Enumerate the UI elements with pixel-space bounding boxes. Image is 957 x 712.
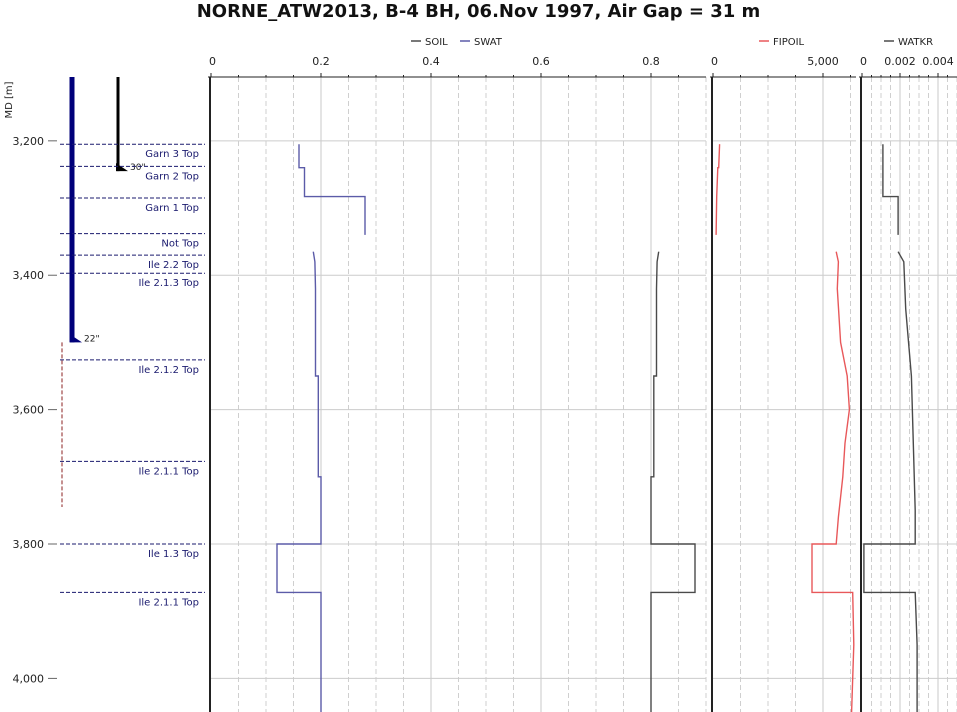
x-tick-label: 0.4 bbox=[422, 55, 440, 68]
depth-axis-label: MD [m] bbox=[4, 81, 15, 118]
casing-size-label: 30" bbox=[130, 163, 146, 173]
x-tick-label: 0 bbox=[711, 55, 718, 68]
depth-tick-label: 3,400 bbox=[13, 269, 45, 282]
x-tick-label: 0.6 bbox=[532, 55, 550, 68]
series-line-fipoil bbox=[811, 251, 855, 712]
x-tick-label: 5,000 bbox=[807, 55, 839, 68]
series-line-soil bbox=[650, 251, 696, 712]
depth-tick-label: 4,000 bbox=[13, 672, 45, 685]
x-tick-label: 0 bbox=[209, 55, 216, 68]
x-tick-label: 0.004 bbox=[922, 55, 954, 68]
formation-top-label: Ile 1.3 Top bbox=[148, 549, 199, 560]
formation-top-label: Garn 1 Top bbox=[145, 203, 199, 214]
x-tick-label: 0.2 bbox=[312, 55, 330, 68]
series-line-watkr bbox=[882, 144, 899, 235]
x-tick-label: 0.002 bbox=[884, 55, 916, 68]
x-tick-label: 0.8 bbox=[642, 55, 660, 68]
formation-top-label: Ile 2.1.1 Top bbox=[138, 466, 199, 477]
legend-label: FIPOIL bbox=[773, 37, 805, 48]
legend-label: SOIL bbox=[425, 37, 448, 48]
formation-top-label: Ile 2.1.1 Top bbox=[138, 597, 199, 608]
formation-top-label: Not Top bbox=[161, 239, 199, 250]
legend-label: WATKR bbox=[898, 37, 933, 48]
casing-shoe-icon bbox=[116, 163, 128, 172]
series-line-fipoil bbox=[715, 144, 721, 235]
formation-top-label: Ile 2.1.2 Top bbox=[138, 365, 199, 376]
series-line-watkr bbox=[863, 251, 918, 712]
series-line-swat bbox=[276, 251, 322, 712]
depth-tick-label: 3,800 bbox=[13, 538, 45, 551]
series-line-swat bbox=[298, 144, 366, 235]
formation-top-label: Garn 3 Top bbox=[145, 149, 199, 160]
x-tick-label: 0 bbox=[860, 55, 867, 68]
depth-tick-label: 3,600 bbox=[13, 404, 45, 417]
legend-label: SWAT bbox=[474, 37, 503, 48]
casing-shoe-icon bbox=[70, 334, 82, 343]
formation-top-label: Ile 2.1.3 Top bbox=[138, 278, 199, 289]
casing-size-label: 22" bbox=[84, 334, 100, 344]
formation-top-label: Garn 2 Top bbox=[145, 171, 199, 182]
chart-title: NORNE_ATW2013, B-4 BH, 06.Nov 1997, Air … bbox=[196, 1, 761, 22]
depth-tick-label: 3,200 bbox=[13, 135, 45, 148]
formation-top-label: Ile 2.2 Top bbox=[148, 260, 199, 271]
